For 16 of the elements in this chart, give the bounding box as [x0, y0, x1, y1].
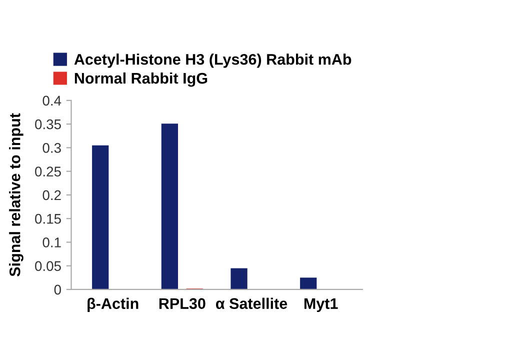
y-tick-label: 0.15 [35, 214, 61, 224]
x-tick-label: Myt1 [304, 298, 338, 312]
y-tick-label: 0.4 [42, 96, 62, 106]
x-tick-label: β-Actin [88, 298, 138, 312]
y-axis-title: Signal relative to input [9, 113, 24, 276]
y-tick-label: 0 [54, 284, 61, 295]
y-tick-label: 0.3 [42, 143, 61, 153]
x-tick-label: α Satellite [216, 298, 288, 310]
legend-label: Acetyl-Histone H3 (Lys36) Rabbit mAb [74, 54, 352, 68]
y-tick-label: 0.2 [42, 190, 61, 200]
y-tick-label: 0.1 [42, 238, 61, 248]
y-tick-label: 0.05 [35, 261, 61, 271]
y-tick-label: 0.35 [35, 119, 61, 130]
x-tick-label: RPL30 [159, 298, 206, 310]
legend-label: Normal Rabbit IgG [74, 72, 208, 87]
y-tick-label: 0.25 [35, 166, 61, 176]
